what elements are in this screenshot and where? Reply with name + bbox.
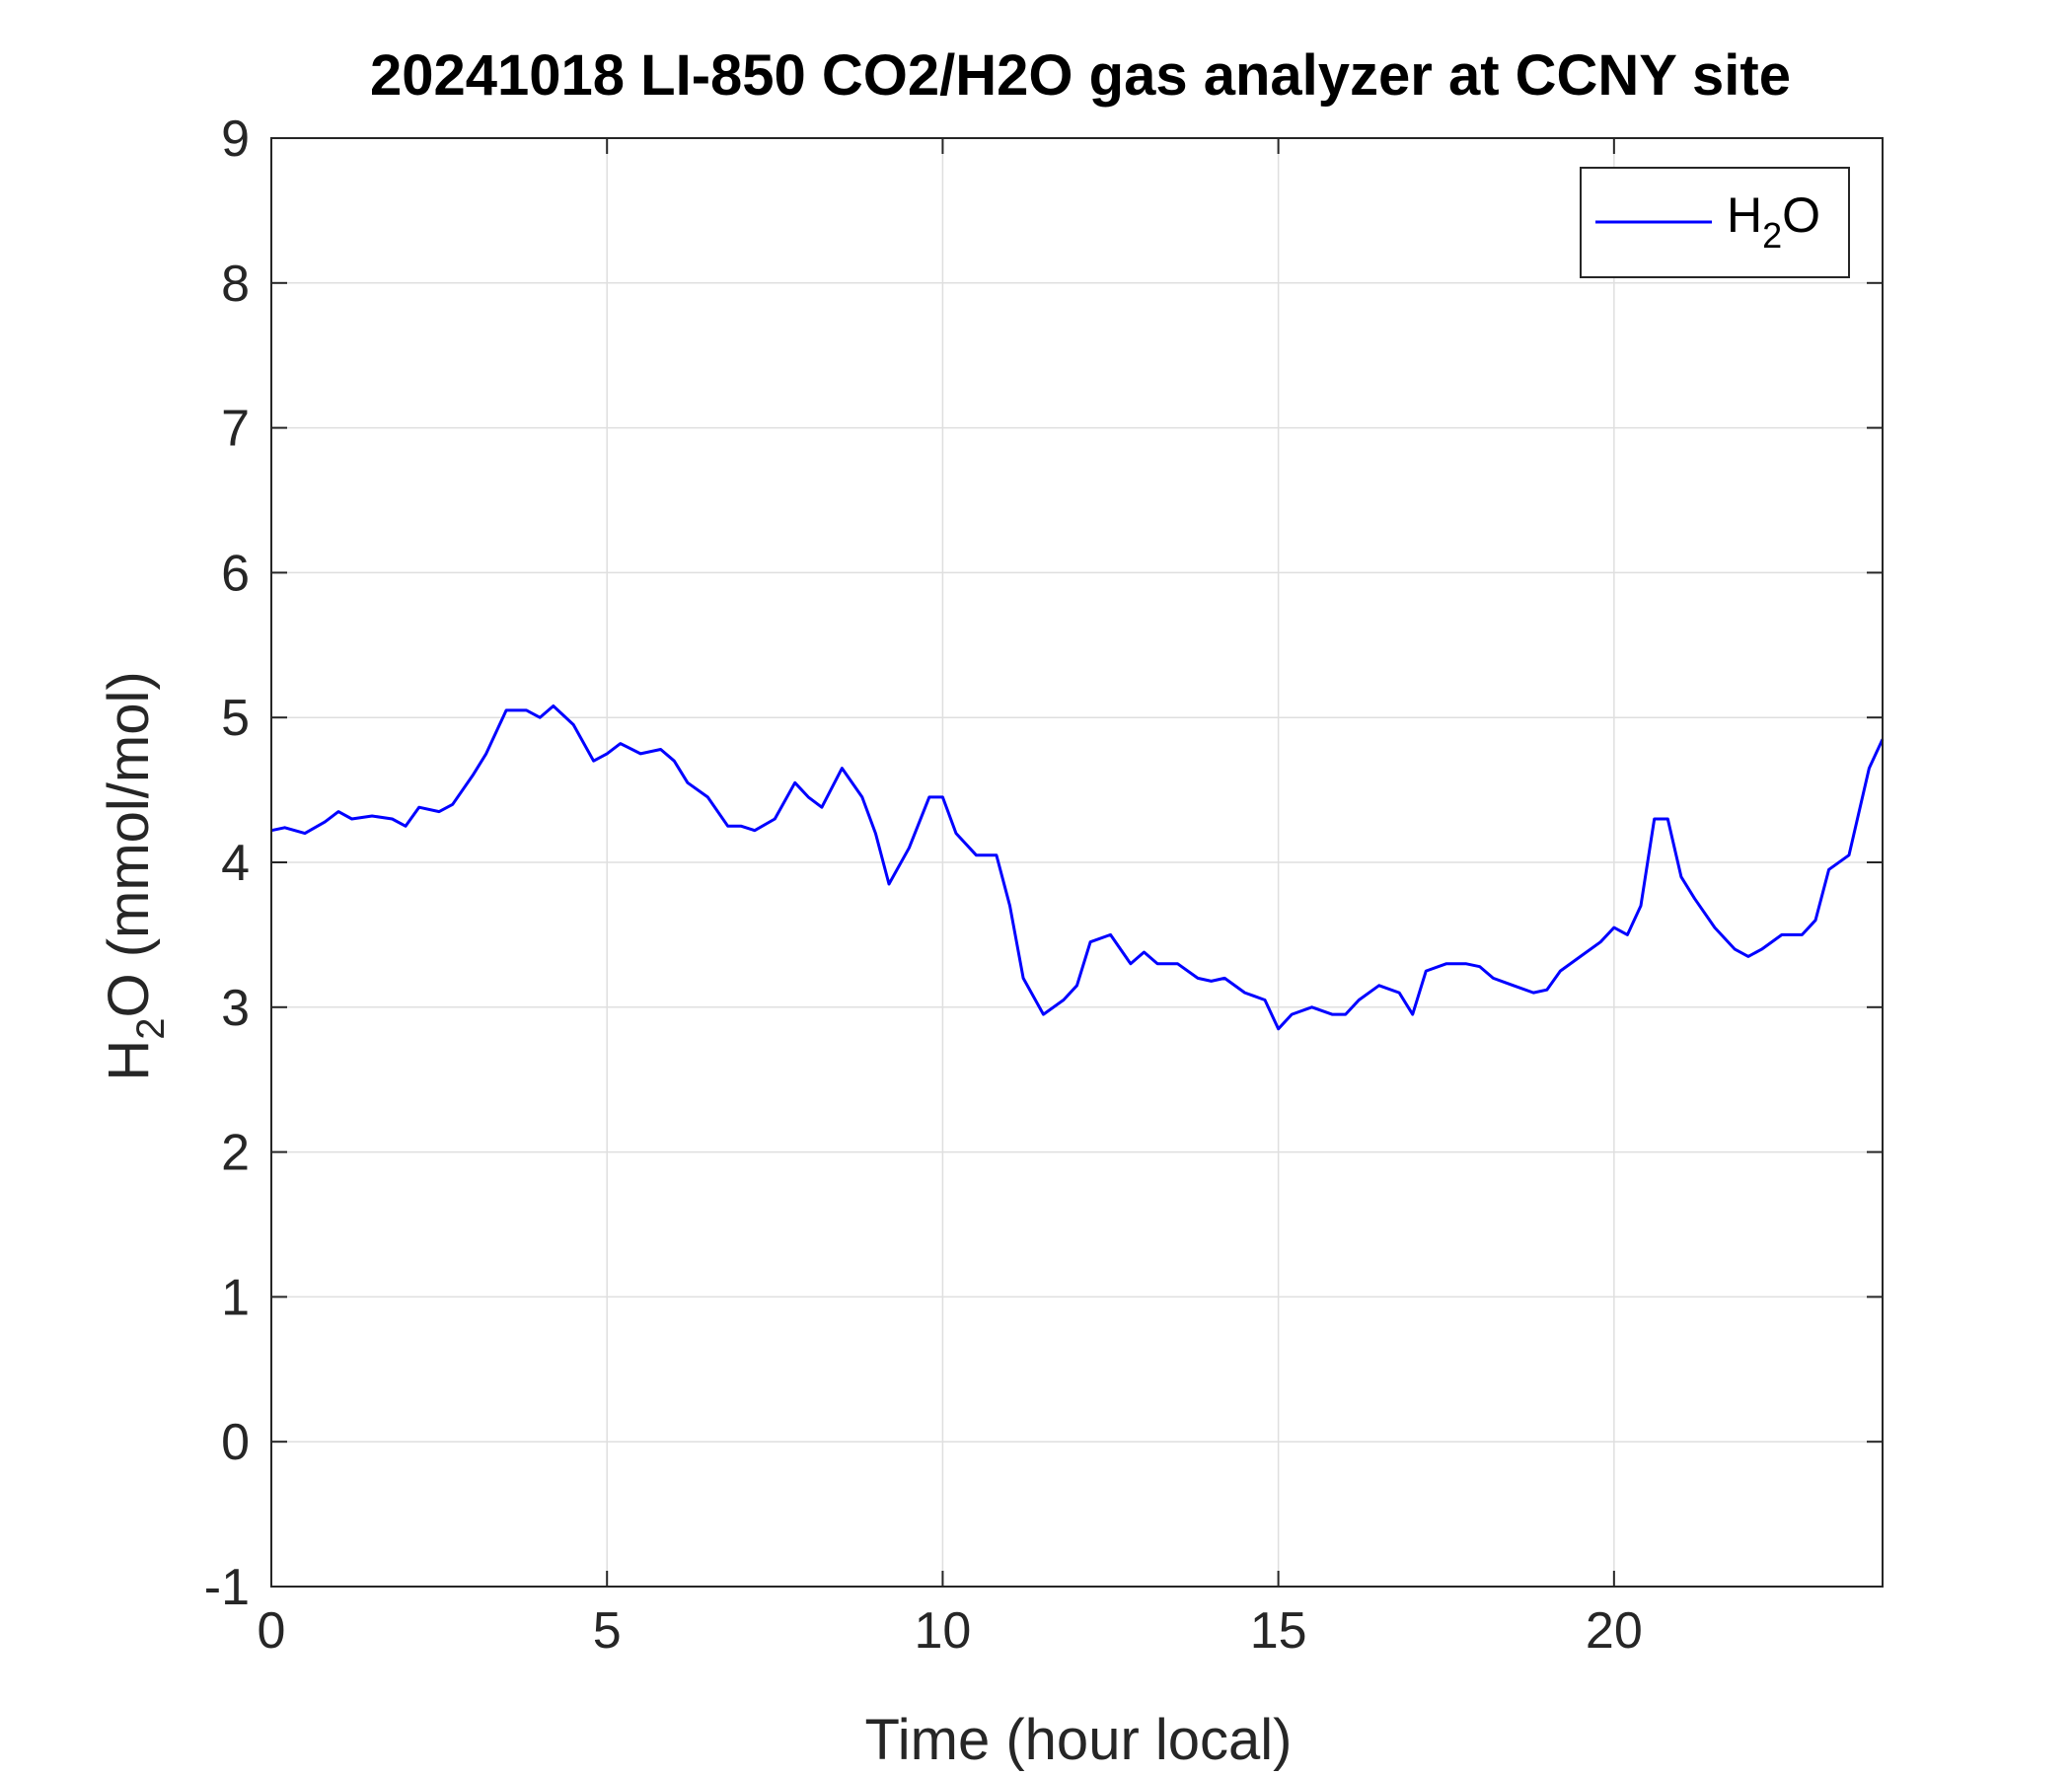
axes-frame	[270, 137, 1884, 1588]
y-tick-label: 9	[221, 111, 250, 168]
y-tick-label: 8	[221, 256, 250, 313]
y-tick-label: 3	[221, 980, 250, 1037]
y-tick-label: 1	[221, 1269, 250, 1326]
y-tick-label: 6	[221, 545, 250, 602]
x-tick-label: 0	[258, 1602, 286, 1660]
series-layer	[270, 704, 1885, 1031]
x-tick-label: 5	[593, 1602, 622, 1660]
legend: H2O	[1580, 167, 1850, 278]
grid-lines	[270, 137, 1883, 1588]
y-tick-label: -1	[204, 1559, 250, 1616]
x-axis-label: Time (hour local)	[865, 1708, 1293, 1772]
x-tick-label: 15	[1250, 1602, 1307, 1660]
y-tick-label: 2	[221, 1125, 250, 1182]
y-tick-label: 0	[221, 1414, 250, 1471]
x-tick-label: 20	[1586, 1602, 1643, 1660]
y-tick-label: 7	[221, 401, 250, 458]
legend-box	[1580, 167, 1850, 278]
chart-title: 20241018 LI-850 CO2/H2O gas analyzer at …	[370, 43, 1791, 108]
series-line-h2o	[270, 704, 1885, 1031]
y-tick-label: 5	[221, 690, 250, 747]
x-tick-label: 10	[914, 1602, 971, 1660]
legend-label-h2o: H2O	[1727, 187, 1820, 256]
y-tick-label: 4	[221, 835, 250, 892]
y-axis-label: H2O (mmol/mol)	[97, 671, 173, 1080]
